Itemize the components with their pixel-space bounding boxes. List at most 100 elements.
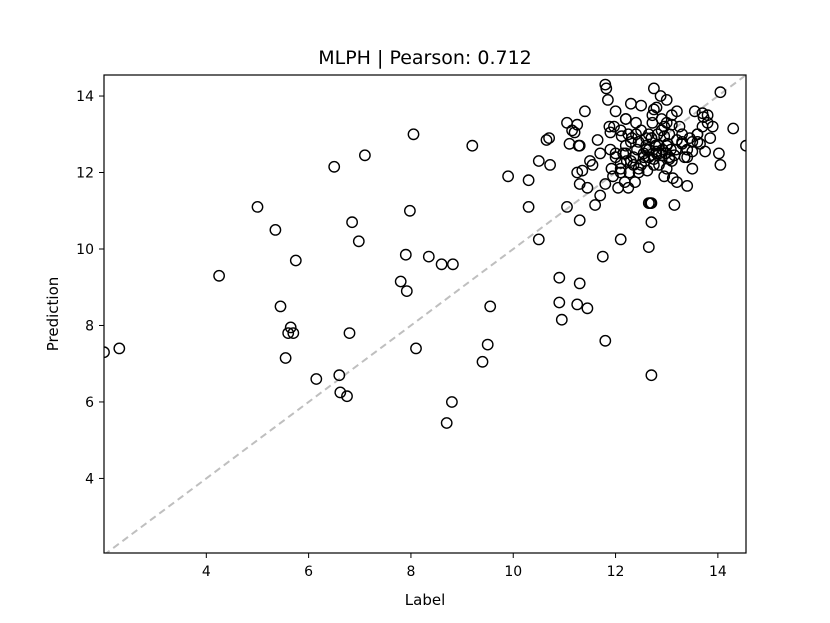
data-point	[403, 204, 416, 217]
data-point	[573, 139, 586, 152]
data-point	[660, 94, 673, 106]
data-point	[648, 82, 660, 95]
data-point	[328, 160, 341, 173]
data-point	[691, 135, 704, 148]
data-point	[589, 199, 601, 211]
data-point	[645, 369, 658, 382]
data-point	[571, 166, 584, 179]
data-point	[671, 176, 683, 189]
data-point	[676, 137, 688, 150]
y-axis: 4 6 8 10 12 14	[76, 89, 104, 487]
data-point	[284, 321, 297, 334]
chart-title: MLPH | Pearson: 0.712	[318, 47, 532, 69]
data-point	[614, 166, 627, 179]
data-point	[532, 233, 545, 246]
data-point	[394, 275, 407, 288]
data-point	[113, 342, 126, 355]
x-tick-label: 6	[304, 564, 313, 580]
data-point	[602, 94, 614, 106]
data-point	[591, 134, 604, 146]
data-point	[654, 90, 667, 102]
data-point	[727, 122, 740, 135]
data-point	[481, 338, 494, 351]
data-point	[596, 250, 609, 263]
data-point	[594, 147, 607, 160]
data-point	[614, 233, 627, 246]
data-point	[701, 109, 714, 122]
data-point	[655, 124, 668, 137]
data-point	[399, 248, 412, 261]
data-point	[666, 172, 679, 185]
x-tick-label: 4	[202, 564, 211, 580]
data-point	[544, 158, 556, 171]
data-point	[269, 223, 282, 236]
data-point	[632, 166, 645, 179]
data-point	[668, 149, 681, 162]
data-point	[573, 214, 586, 227]
data-point	[341, 390, 353, 403]
data-point	[282, 327, 295, 339]
data-point	[609, 105, 622, 118]
data-point	[543, 132, 555, 145]
data-point	[251, 200, 264, 213]
data-point	[673, 120, 686, 133]
data-point	[400, 285, 413, 297]
x-axis: 4 6 8 10 12 14	[202, 553, 727, 580]
data-point	[581, 302, 594, 315]
data-point	[310, 373, 323, 385]
data-point	[576, 164, 589, 177]
data-point	[642, 197, 655, 210]
data-point	[358, 149, 371, 162]
data-point	[645, 216, 658, 229]
data-point	[704, 132, 717, 145]
data-point	[622, 128, 635, 141]
data-point	[619, 113, 632, 125]
data-point	[289, 254, 302, 267]
data-point	[555, 313, 568, 326]
data-point	[696, 107, 709, 120]
data-point	[540, 134, 553, 146]
data-point	[603, 120, 616, 133]
data-point	[553, 271, 566, 284]
y-tick-label: 14	[76, 89, 94, 105]
data-point	[343, 327, 356, 339]
data-point	[642, 241, 655, 254]
data-point	[333, 369, 346, 382]
data-point	[714, 86, 727, 99]
axes-frame	[103, 74, 747, 554]
y-tick-label: 6	[85, 395, 94, 411]
x-tick-label: 8	[406, 564, 415, 580]
data-point	[352, 235, 365, 248]
data-point	[594, 189, 607, 202]
plot-area	[104, 75, 746, 553]
data-point	[671, 105, 683, 118]
data-point	[440, 417, 453, 429]
data-point	[691, 128, 704, 141]
data-point	[668, 199, 681, 211]
data-point	[608, 120, 620, 133]
data-point	[650, 101, 663, 114]
data-point	[632, 135, 645, 148]
data-point	[658, 130, 671, 143]
data-point	[648, 158, 660, 171]
y-tick-label: 4	[85, 471, 94, 487]
data-point	[334, 386, 347, 399]
y-axis-label: Prediction	[44, 277, 62, 352]
data-point	[600, 82, 613, 95]
x-tick-label: 10	[504, 564, 522, 580]
data-point	[681, 179, 694, 192]
x-tick-label: 14	[709, 564, 727, 580]
x-tick-label: 12	[607, 564, 625, 580]
data-point	[714, 158, 727, 171]
data-point	[213, 269, 226, 282]
data-point	[553, 296, 566, 309]
data-point	[660, 162, 673, 175]
data-point	[681, 151, 694, 164]
data-point	[620, 155, 633, 167]
data-point	[609, 147, 622, 160]
data-point	[274, 300, 287, 313]
y-tick-label: 12	[76, 166, 94, 182]
data-point	[665, 118, 678, 131]
data-point	[648, 103, 660, 116]
